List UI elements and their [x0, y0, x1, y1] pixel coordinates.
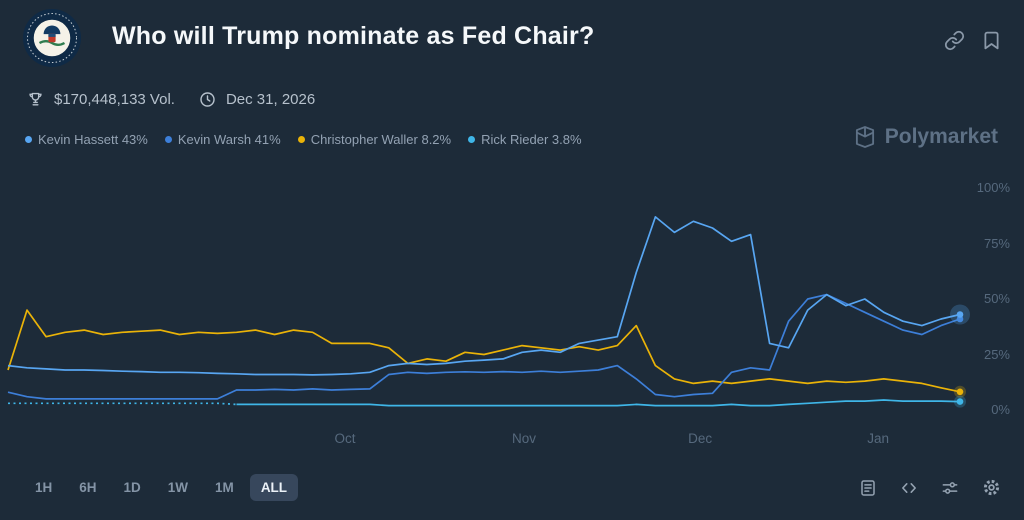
- legend-label: Rick Rieder 3.8%: [481, 132, 582, 147]
- range-1w-button[interactable]: 1W: [157, 474, 199, 501]
- market-stats: $170,448,133 Vol. Dec 31, 2026: [26, 90, 315, 109]
- fed-seal-icon: [23, 9, 81, 67]
- legend-dot: [164, 136, 172, 143]
- copy-link-button[interactable]: [944, 30, 965, 51]
- sliders-icon: [942, 481, 958, 494]
- polymarket-logo-icon: [855, 126, 874, 148]
- chart-tools: [858, 477, 1002, 498]
- embed-code-button[interactable]: [899, 478, 919, 498]
- gear-icon: [983, 479, 1000, 496]
- y-axis-label: 50%: [983, 291, 1010, 306]
- settings-button[interactable]: [981, 477, 1002, 498]
- range-1h-button[interactable]: 1H: [24, 474, 63, 501]
- chart-legend: Kevin Hassett 43% Kevin Warsh 41% Christop…: [25, 132, 582, 147]
- x-axis-label: Nov: [511, 431, 536, 446]
- trophy-icon: [29, 92, 42, 106]
- x-axis-label: Oct: [334, 431, 356, 446]
- legend-label: Kevin Warsh 41%: [177, 132, 281, 147]
- y-axis-label: 75%: [983, 235, 1010, 251]
- range-6h-button[interactable]: 6H: [68, 474, 107, 501]
- range-1d-button[interactable]: 1D: [113, 474, 152, 501]
- y-axis-label: 100%: [976, 180, 1010, 195]
- chart-controls-button[interactable]: [940, 478, 960, 498]
- market-title: Who will Trump nominate as Fed Chair?: [112, 22, 595, 50]
- legend-item-1[interactable]: Kevin Hassett 43%: [25, 132, 148, 147]
- market-logo: [22, 8, 82, 68]
- legend-label: Kevin Hassett 43%: [38, 132, 148, 147]
- legend-item-2[interactable]: Kevin Warsh 41%: [164, 132, 281, 147]
- end-date-text: Dec 31, 2026: [225, 91, 316, 108]
- legend-dot: [468, 136, 476, 143]
- bookmark-icon: [984, 31, 999, 50]
- legend-dot: [297, 136, 305, 143]
- clock-icon: [200, 92, 215, 107]
- legend-dot: [25, 136, 32, 143]
- probability-chart[interactable]: [7, 188, 970, 410]
- x-axis-label: Dec: [688, 431, 713, 446]
- market-actions: [944, 30, 1002, 51]
- polymarket-watermark: Polymarket: [852, 124, 998, 150]
- news-button[interactable]: [858, 478, 878, 498]
- time-range-selector: 1H 6H 1D 1W 1M ALL: [24, 474, 299, 501]
- watermark-label: Polymarket: [884, 125, 998, 148]
- range-1m-button[interactable]: 1M: [204, 474, 245, 501]
- range-all-button[interactable]: ALL: [249, 474, 299, 501]
- y-axis-label: 25%: [983, 346, 1010, 362]
- y-axis-label: 0%: [991, 402, 1010, 417]
- x-axis-label: Jan: [867, 431, 890, 446]
- news-icon: [861, 479, 875, 496]
- legend-label: Christopher Waller 8.2%: [310, 132, 452, 147]
- legend-item-3[interactable]: Christopher Waller 8.2%: [297, 132, 452, 147]
- link-icon: [944, 30, 965, 51]
- legend-item-4[interactable]: Rick Rieder 3.8%: [468, 132, 582, 147]
- volume-text: $170,448,133 Vol.: [54, 91, 175, 108]
- bookmark-button[interactable]: [981, 30, 1002, 51]
- code-icon: [902, 482, 916, 493]
